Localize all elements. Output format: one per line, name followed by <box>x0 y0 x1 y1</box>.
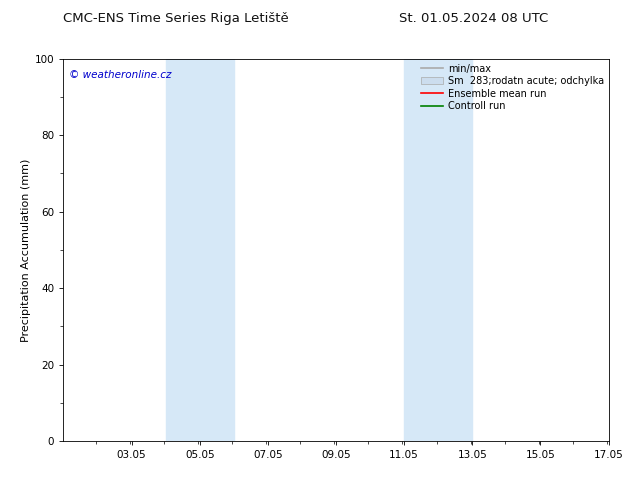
Text: CMC-ENS Time Series Riga Letiště: CMC-ENS Time Series Riga Letiště <box>63 12 289 25</box>
Text: © weatheronline.cz: © weatheronline.cz <box>69 70 171 80</box>
Bar <box>165 59 234 441</box>
Legend: min/max, Sm  283;rodatn acute; odchylka, Ensemble mean run, Controll run: min/max, Sm 283;rodatn acute; odchylka, … <box>420 62 605 113</box>
Y-axis label: Precipitation Accumulation (mm): Precipitation Accumulation (mm) <box>20 158 30 342</box>
Text: St. 01.05.2024 08 UTC: St. 01.05.2024 08 UTC <box>399 12 548 25</box>
Bar <box>404 59 472 441</box>
